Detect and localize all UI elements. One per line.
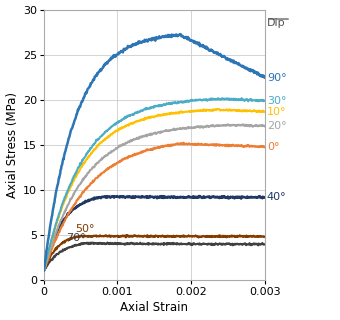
Text: 70°: 70° xyxy=(66,233,85,243)
Y-axis label: Axial Stress (MPa): Axial Stress (MPa) xyxy=(5,92,19,198)
Text: 40°: 40° xyxy=(267,192,286,202)
Text: 50°: 50° xyxy=(75,224,94,234)
Text: Dip: Dip xyxy=(267,18,285,28)
Text: 20°: 20° xyxy=(267,121,286,132)
Text: 30°: 30° xyxy=(267,96,286,106)
Text: 10°: 10° xyxy=(267,107,286,116)
Text: 0°: 0° xyxy=(267,142,279,152)
X-axis label: Axial Strain: Axial Strain xyxy=(120,301,188,315)
Text: 90°: 90° xyxy=(267,73,286,83)
